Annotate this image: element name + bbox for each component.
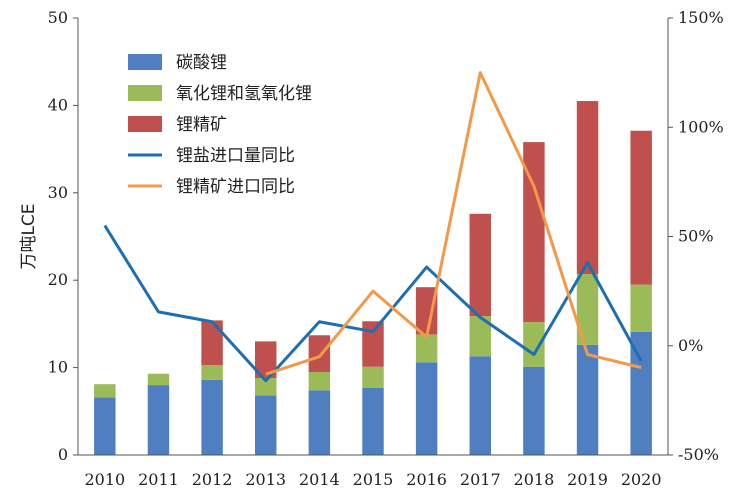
bar-2018-series-1: [523, 366, 545, 455]
x-tick-label: 2014: [299, 470, 340, 489]
line-series-1: [103, 224, 643, 383]
x-tick-label: 2015: [353, 470, 394, 489]
bar-2018-series-2: [523, 322, 545, 367]
x-tick-label: 2018: [514, 470, 555, 489]
bar-2017-series-3: [469, 213, 491, 317]
bar-2011-series-2: [147, 373, 170, 386]
bar-2013-series-2: [255, 378, 277, 396]
y-tick-label: 30: [48, 183, 68, 202]
legend-swatch-1: [128, 54, 162, 70]
y-tick-label: 20: [48, 270, 68, 289]
x-tick-label: 2020: [621, 470, 662, 489]
y2-tick-label: 0%: [678, 336, 703, 355]
bar-2013-series-1: [255, 395, 277, 455]
bar-2019-series-3: [576, 101, 599, 275]
legend-label-3: 锂精矿: [176, 115, 227, 135]
x-tick-label: 2017: [460, 470, 501, 489]
y2-tick-label: 100%: [678, 117, 724, 136]
x-tick-label: 2013: [245, 470, 286, 489]
bar-2011-series-1: [147, 385, 170, 455]
legend-label-5: 锂精矿进口同比: [176, 177, 295, 197]
axes-layer: 0 10 20 30 40 50 -50% 0% 50% 100% 150% 2010 2011 2012…: [48, 8, 724, 489]
bar-2016-series-3: [415, 287, 438, 335]
bar-2012-series-3: [201, 320, 223, 365]
y-axis-title: 万吨LCE: [19, 203, 39, 269]
bar-2015-series-1: [362, 387, 384, 455]
bars-layer: [94, 101, 652, 455]
legend-label-1: 碳酸锂: [176, 53, 227, 73]
line-series-2: [265, 71, 642, 376]
legend-swatch-2: [128, 85, 162, 101]
bar-2010-series-1: [94, 397, 116, 455]
bar-2016-series-1: [415, 362, 438, 455]
y2-tick-label: 50%: [678, 227, 714, 246]
bar-2015-series-2: [362, 366, 384, 388]
y-tick-label: 10: [48, 358, 68, 377]
bar-2016-series-2: [415, 334, 438, 363]
bar-2019-series-1: [576, 344, 599, 455]
bar-2013-series-3: [255, 341, 277, 379]
bar-2020-series-1: [630, 331, 652, 455]
legend-label-2: 氧化锂和氢氧化锂: [176, 84, 312, 104]
x-tick-label: 2012: [192, 470, 233, 489]
bar-2019-series-2: [576, 274, 599, 345]
x-tick-label: 2016: [406, 470, 447, 489]
legend-swatch-3: [128, 116, 162, 132]
y-tick-label: 50: [48, 8, 68, 27]
bar-2012-series-2: [201, 364, 223, 380]
bar-2018-series-3: [523, 142, 545, 323]
bar-2012-series-1: [201, 379, 223, 455]
bar-2014-series-3: [308, 335, 331, 372]
y2-tick-label: -50%: [678, 445, 719, 464]
x-tick-label: 2010: [84, 470, 125, 489]
y2-tick-label: 150%: [678, 8, 724, 27]
bar-2014-series-2: [308, 371, 331, 391]
x-tick-label: 2011: [138, 470, 179, 489]
bar-2015-series-3: [362, 321, 384, 367]
bar-2020-series-2: [630, 284, 652, 332]
bar-2010-series-2: [94, 384, 116, 398]
bar-2017-series-2: [469, 316, 491, 357]
x-tick-label: 2019: [567, 470, 608, 489]
bar-2014-series-1: [308, 390, 331, 455]
bar-2020-series-3: [630, 130, 652, 285]
lines-layer: [103, 71, 643, 383]
bar-2017-series-1: [469, 356, 491, 455]
y-tick-label: 40: [48, 95, 68, 114]
y-tick-label: 0: [58, 445, 68, 464]
legend-label-4: 锂盐进口量同比: [176, 146, 295, 166]
